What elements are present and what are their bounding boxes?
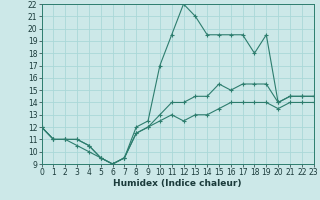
X-axis label: Humidex (Indice chaleur): Humidex (Indice chaleur) [113, 179, 242, 188]
